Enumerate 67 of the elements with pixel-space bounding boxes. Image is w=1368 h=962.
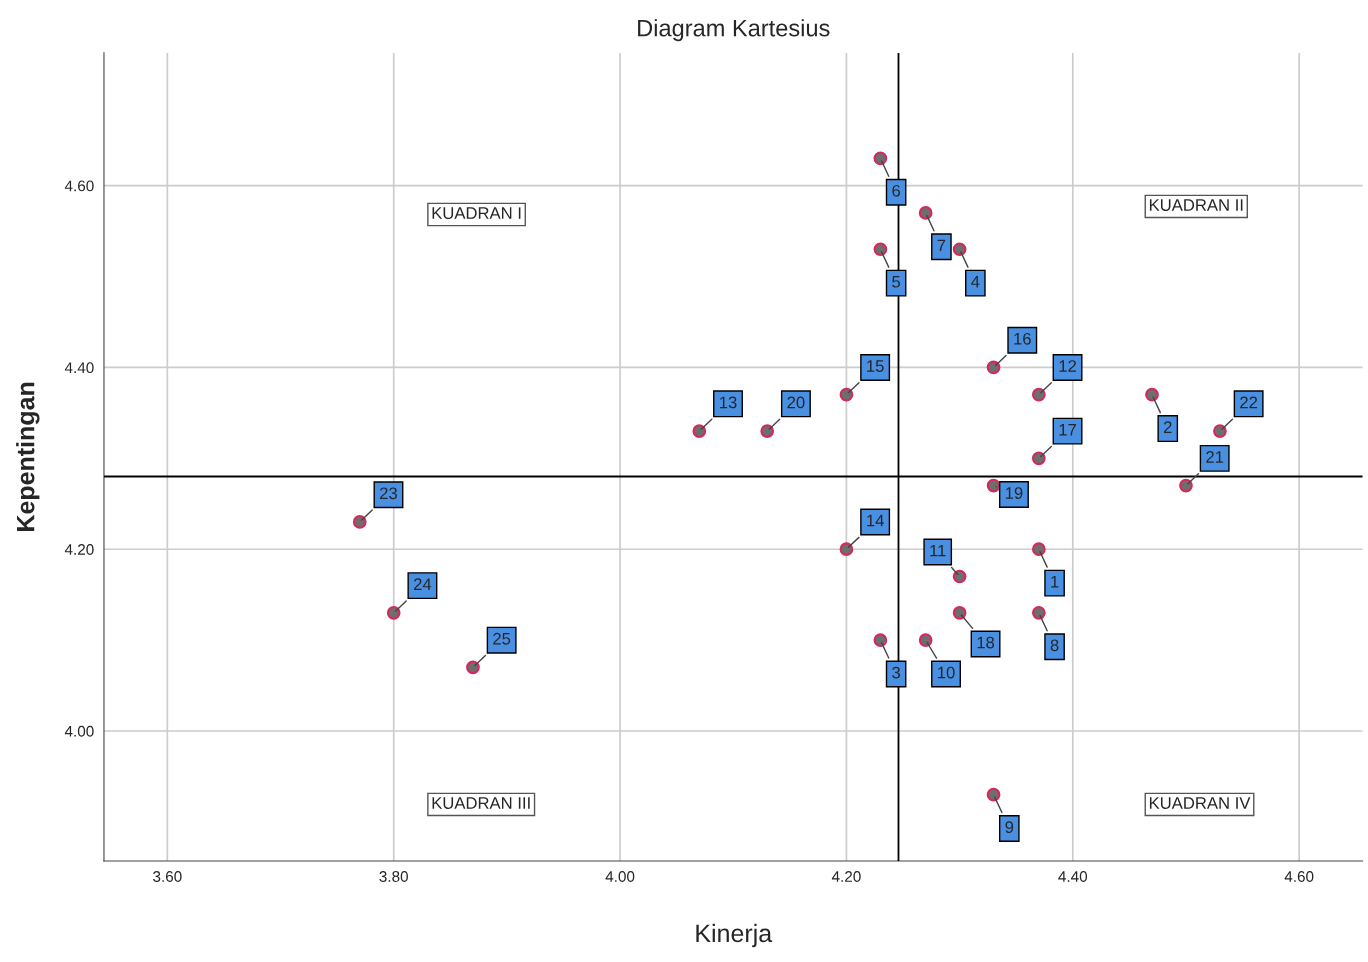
point: [952, 605, 967, 620]
annotation: 10: [938, 666, 955, 679]
point: [692, 424, 707, 438]
point: [466, 660, 480, 675]
annotation: 21: [1206, 451, 1224, 463]
annotation: KUADRAN IV: [1149, 797, 1251, 809]
annotation: KUADRAN II: [1149, 199, 1243, 211]
annotation: 3: [892, 666, 901, 679]
annotation: 20: [787, 396, 805, 409]
annotation: 19: [1005, 487, 1023, 499]
point: [986, 478, 1001, 493]
point: [1179, 478, 1193, 493]
annotation: KUADRAN I: [432, 207, 521, 219]
annotation: 15: [867, 360, 884, 372]
y-tick-label: 4.40: [64, 362, 94, 374]
point: [986, 360, 1001, 375]
annotation: 22: [1240, 396, 1258, 409]
point: [918, 633, 933, 647]
point: [918, 206, 933, 220]
point: [986, 787, 1001, 802]
annotation: 1: [1051, 575, 1059, 588]
annotation: 18: [977, 636, 995, 649]
y-tick-label: 4.20: [64, 544, 94, 555]
annotation: KUADRAN III: [432, 797, 530, 809]
annotation: 5: [892, 275, 901, 288]
point: [1145, 387, 1159, 402]
point: [1031, 542, 1046, 557]
annotation: 23: [380, 487, 397, 500]
annotation: 7: [937, 239, 946, 252]
point: [1031, 451, 1046, 466]
x-tick-label: 3.80: [379, 871, 408, 882]
annotation: 8: [1050, 639, 1059, 652]
point: [839, 542, 854, 557]
point: [386, 605, 401, 620]
x-tick-label: 4.60: [1284, 871, 1314, 882]
point: [952, 242, 967, 257]
point: [1031, 605, 1046, 620]
annotation: 16: [1014, 332, 1031, 345]
annotation: 12: [1059, 360, 1076, 372]
x-tick-label: 4.20: [831, 871, 861, 882]
point: [352, 515, 367, 529]
annotation: 13: [720, 396, 737, 409]
annotation: 17: [1059, 423, 1076, 436]
x-axis-title: Kinerja: [696, 923, 773, 948]
point: [1213, 424, 1227, 438]
annotation: 14: [867, 514, 884, 527]
y-tick-label: 4.00: [64, 725, 94, 737]
annotation: 11: [930, 544, 946, 557]
annotation: 2: [1163, 421, 1172, 433]
point: [760, 424, 775, 438]
x-tick-label: 4.40: [1058, 871, 1088, 882]
x-tick-label: 3.60: [153, 871, 182, 882]
y-tick-label: 4.60: [64, 180, 94, 192]
annotation: 24: [413, 578, 432, 590]
annotation: 9: [1005, 821, 1014, 834]
point: [1031, 387, 1046, 402]
annotation: 25: [493, 632, 511, 645]
point: [873, 151, 888, 166]
point: [873, 242, 888, 257]
annotation: 4: [971, 275, 980, 288]
x-tick-label: 4.00: [605, 871, 635, 882]
point: [839, 387, 854, 402]
annotation: 6: [892, 184, 901, 197]
y-axis-title: Kepentingan: [16, 382, 40, 531]
point: [873, 633, 888, 647]
chart-title: Diagram Kartesius: [638, 19, 830, 42]
point: [952, 569, 967, 584]
